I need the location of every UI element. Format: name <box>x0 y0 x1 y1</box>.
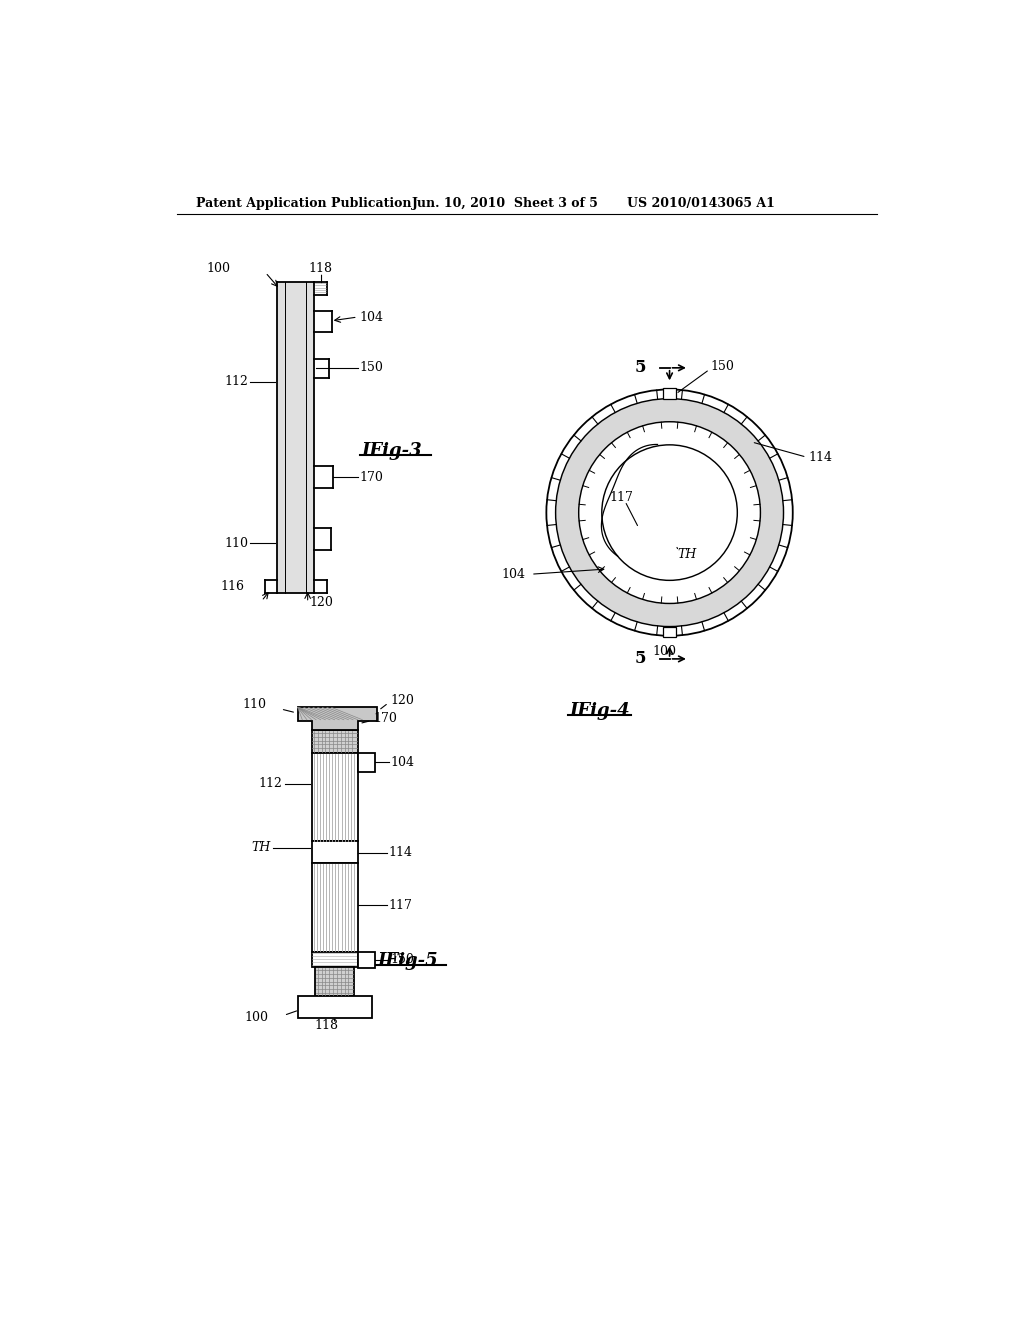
Text: 150: 150 <box>711 360 734 372</box>
Text: TH: TH <box>677 548 696 561</box>
Polygon shape <box>311 952 357 966</box>
Text: 100: 100 <box>652 644 677 657</box>
Text: IFig-4: IFig-4 <box>569 702 630 721</box>
Text: 104: 104 <box>502 568 525 581</box>
Text: 150: 150 <box>359 362 383 375</box>
Text: 114: 114 <box>808 450 833 463</box>
Text: Jun. 10, 2010  Sheet 3 of 5: Jun. 10, 2010 Sheet 3 of 5 <box>412 197 598 210</box>
Text: 104: 104 <box>390 755 414 768</box>
Text: 112: 112 <box>224 375 249 388</box>
Text: 170: 170 <box>373 713 397 726</box>
Text: IFig-5: IFig-5 <box>377 952 437 970</box>
Polygon shape <box>311 730 357 752</box>
Text: 118: 118 <box>315 1019 339 1032</box>
Polygon shape <box>311 863 357 952</box>
Text: US 2010/0143065 A1: US 2010/0143065 A1 <box>628 197 775 210</box>
Text: 120: 120 <box>390 694 414 708</box>
Text: 104: 104 <box>359 310 383 323</box>
Polygon shape <box>298 706 377 730</box>
Polygon shape <box>357 752 375 772</box>
Text: 110: 110 <box>224 537 249 550</box>
Text: IFig-3: IFig-3 <box>361 442 422 459</box>
Text: 114: 114 <box>388 846 413 859</box>
Text: 116: 116 <box>220 579 245 593</box>
Text: 100: 100 <box>207 261 230 275</box>
Bar <box>664 627 676 638</box>
Text: 150: 150 <box>390 953 414 966</box>
Text: 120: 120 <box>309 597 333 610</box>
Text: 110: 110 <box>243 698 267 711</box>
Bar <box>664 388 676 399</box>
Text: Patent Application Publication: Patent Application Publication <box>196 197 412 210</box>
Text: 170: 170 <box>359 471 383 483</box>
Polygon shape <box>357 952 375 969</box>
Polygon shape <box>315 966 354 997</box>
Text: 118: 118 <box>308 261 332 275</box>
Polygon shape <box>311 752 357 841</box>
Polygon shape <box>298 997 372 1018</box>
Text: 117: 117 <box>609 491 634 504</box>
Text: 100: 100 <box>245 1011 268 1024</box>
Text: 117: 117 <box>388 899 413 912</box>
Text: 5: 5 <box>635 651 646 668</box>
Text: TH: TH <box>252 841 270 854</box>
Polygon shape <box>276 281 313 594</box>
Polygon shape <box>311 841 357 863</box>
Text: 5: 5 <box>635 359 646 376</box>
Text: 112: 112 <box>258 777 283 791</box>
Wedge shape <box>556 399 783 627</box>
